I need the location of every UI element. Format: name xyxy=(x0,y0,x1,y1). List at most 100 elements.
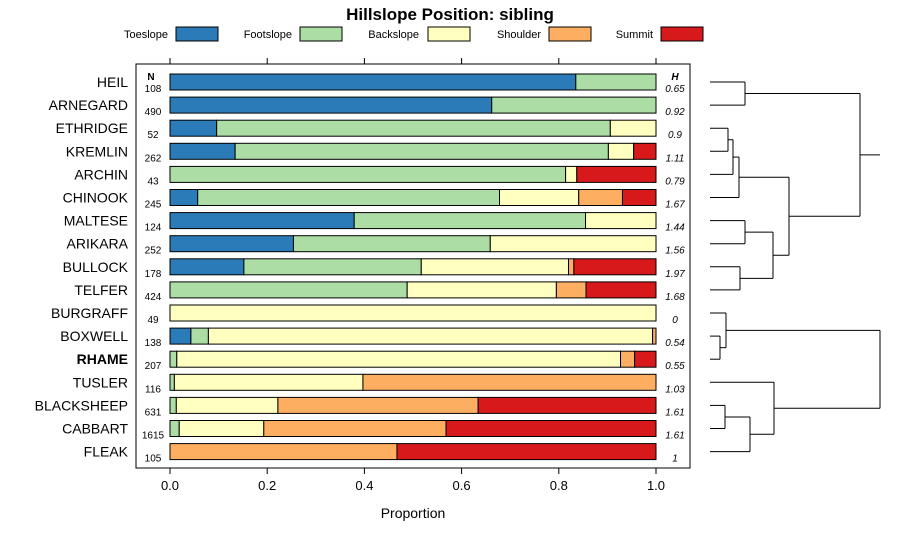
bar-fleak-shoulder xyxy=(169,443,398,461)
bar-arnegard-toeslope xyxy=(169,96,493,114)
bar-arikara-footslope xyxy=(292,235,491,253)
x-tick-label-3: 0.6 xyxy=(453,478,471,493)
n-value-tusler: 116 xyxy=(145,384,161,395)
category-label-arnegard: ARNEGARD xyxy=(49,97,128,113)
h-value-boxwell: 0.54 xyxy=(665,338,685,349)
legend-label-summit: Summit xyxy=(616,29,653,41)
bar-kremlin-summit xyxy=(633,142,657,160)
bar-blacksheep-shoulder xyxy=(277,396,479,414)
category-label-cabbart: CABBART xyxy=(62,421,128,437)
h-value-arikara: 1.56 xyxy=(665,246,685,257)
dendrogram xyxy=(710,81,881,453)
bar-kremlin-footslope xyxy=(234,142,609,160)
bar-boxwell-toeslope xyxy=(169,327,192,345)
n-value-arikara: 252 xyxy=(145,246,162,257)
n-value-heil: 108 xyxy=(145,84,162,95)
category-label-archin: ARCHIN xyxy=(74,166,128,182)
bar-boxwell-backslope xyxy=(207,327,654,345)
category-label-ethridge: ETHRIDGE xyxy=(56,120,128,136)
bar-telfer-backslope xyxy=(406,281,557,299)
n-value-arnegard: 490 xyxy=(145,107,162,118)
h-value-archin: 0.79 xyxy=(665,176,685,187)
legend-label-footslope: Footslope xyxy=(244,29,292,41)
x-axis-title: Proportion xyxy=(381,505,446,521)
bar-chinook-footslope xyxy=(197,189,501,206)
bar-telfer-footslope xyxy=(169,281,408,299)
bar-ethridge-footslope xyxy=(216,119,611,137)
h-value-blacksheep: 1.61 xyxy=(665,407,684,418)
n-value-burgraff: 49 xyxy=(147,315,159,326)
bar-fleak-summit xyxy=(396,443,657,461)
n-value-maltese: 124 xyxy=(145,223,162,234)
bar-telfer-shoulder xyxy=(555,281,587,299)
bar-tusler-footslope xyxy=(169,373,175,391)
legend-swatch-toeslope xyxy=(175,26,219,42)
category-label-arikara: ARIKARA xyxy=(67,236,129,252)
bar-bullock-backslope xyxy=(420,258,570,276)
h-value-arnegard: 0.92 xyxy=(665,107,685,118)
n-value-boxwell: 138 xyxy=(145,338,162,349)
h-value-tusler: 1.03 xyxy=(665,384,685,395)
legend-label-backslope: Backslope xyxy=(368,29,419,41)
bar-blacksheep-backslope xyxy=(175,396,279,414)
bar-rhame-shoulder xyxy=(620,350,636,368)
n-value-kremlin: 262 xyxy=(145,153,162,164)
category-label-boxwell: BOXWELL xyxy=(60,328,128,344)
x-tick-label-0: 0.0 xyxy=(161,478,179,493)
n-value-archin: 43 xyxy=(147,176,159,187)
legend-swatch-footslope xyxy=(299,26,343,42)
bar-blacksheep-summit xyxy=(477,396,657,414)
bar-cabbart-footslope xyxy=(169,420,180,437)
bar-maltese-backslope xyxy=(585,212,657,230)
bar-kremlin-toeslope xyxy=(169,142,236,160)
category-label-chinook: CHINOOK xyxy=(63,190,129,206)
bar-bullock-footslope xyxy=(243,258,422,276)
x-tick-label-4: 0.8 xyxy=(550,478,568,493)
legend-label-shoulder: Shoulder xyxy=(497,29,541,41)
legend-swatch-backslope xyxy=(427,26,471,42)
bar-archin-footslope xyxy=(169,165,567,183)
n-value-blacksheep: 631 xyxy=(145,407,162,418)
bar-rhame-footslope xyxy=(169,350,178,368)
bar-maltese-toeslope xyxy=(169,212,355,230)
bar-chinook-summit xyxy=(621,189,657,206)
panel-frame xyxy=(135,63,691,469)
h-value-ethridge: 0.9 xyxy=(668,130,682,141)
bar-boxwell-footslope xyxy=(190,327,209,345)
bar-cabbart-shoulder xyxy=(263,420,447,437)
n-value-cabbart: 1615 xyxy=(142,431,165,442)
bar-telfer-summit xyxy=(585,281,657,299)
legend-swatch-summit xyxy=(660,26,704,42)
bar-bullock-toeslope xyxy=(169,258,245,276)
h-value-burgraff: 0 xyxy=(672,315,678,326)
n-value-telfer: 424 xyxy=(145,292,162,303)
bar-heil-toeslope xyxy=(169,73,577,91)
h-value-heil: 0.65 xyxy=(665,84,685,95)
category-label-kremlin: KREMLIN xyxy=(66,143,128,159)
n-value-fleak: 105 xyxy=(145,454,162,465)
bar-cabbart-summit xyxy=(445,420,657,437)
h-value-telfer: 1.68 xyxy=(665,292,685,303)
h-value-chinook: 1.67 xyxy=(665,200,685,211)
category-label-bullock: BULLOCK xyxy=(63,259,129,275)
h-value-maltese: 1.44 xyxy=(665,223,685,234)
h-value-bullock: 1.97 xyxy=(665,269,685,280)
x-tick-label-1: 0.2 xyxy=(258,478,276,493)
legend: Toeslope Footslope Backslope Shoulder Summit xyxy=(124,26,704,42)
h-value-rhame: 0.55 xyxy=(665,361,685,372)
bar-burgraff-backslope xyxy=(169,304,657,322)
x-tick-label-2: 0.4 xyxy=(355,478,373,493)
bar-rhame-summit xyxy=(634,350,657,368)
bar-ethridge-backslope xyxy=(609,119,657,137)
x-tick-label-5: 1.0 xyxy=(647,478,665,493)
bar-ethridge-toeslope xyxy=(169,119,218,137)
category-label-heil: HEIL xyxy=(97,74,128,90)
bar-cabbart-backslope xyxy=(178,420,265,437)
n-value-rhame: 207 xyxy=(145,361,162,372)
n-value-ethridge: 52 xyxy=(147,130,159,141)
legend-swatch-shoulder xyxy=(548,26,592,42)
bar-boxwell-shoulder xyxy=(652,327,657,345)
n-value-chinook: 245 xyxy=(145,200,162,211)
